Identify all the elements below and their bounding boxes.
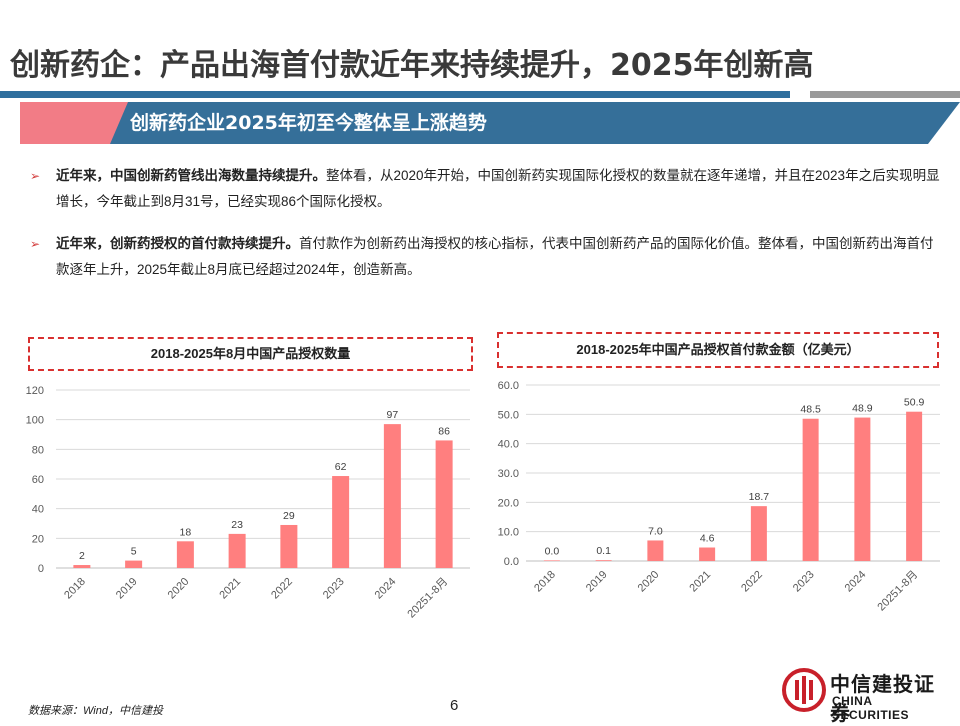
bullet-2-bold: 近年来，创新药授权的首付款持续提升。 bbox=[56, 236, 299, 251]
chart2-data-label: 18.7 bbox=[749, 491, 770, 503]
chart1-xtick-label: 20251-8月 bbox=[405, 576, 450, 621]
chart1-bar bbox=[73, 565, 91, 568]
chart2-bar bbox=[906, 411, 923, 561]
chart1-ytick-label: 0 bbox=[38, 563, 44, 575]
title-rule-gray bbox=[810, 91, 960, 98]
chart2-xtick-label: 2019 bbox=[584, 569, 610, 595]
banner-text: 创新药企业2025年初至今整体呈上涨趋势 bbox=[130, 112, 487, 134]
chart2-xtick-label: 2021 bbox=[687, 569, 713, 595]
chart2-data-label: 4.6 bbox=[700, 533, 715, 545]
logo-emblem-icon bbox=[782, 668, 826, 712]
chart1-data-label: 62 bbox=[335, 461, 347, 473]
chart2-ytick-label: 60.0 bbox=[498, 380, 519, 392]
chart2-data-label: 7.0 bbox=[648, 525, 663, 537]
bullet-1-bold: 近年来，中国创新药管线出海数量持续提升。 bbox=[56, 168, 326, 183]
chart1-bar bbox=[435, 440, 453, 568]
bullet-2-text: 首付款作为创新药出海授权的核心指标，代表中国创新药产品的国际化价值。整体看，中国… bbox=[56, 236, 934, 277]
chart2-data-label: 0.0 bbox=[545, 545, 560, 557]
chart1-xtick-label: 2021 bbox=[217, 576, 243, 602]
chart1-bar bbox=[383, 424, 401, 568]
chart1-data-label: 29 bbox=[283, 510, 295, 522]
chart1-xtick-label: 2024 bbox=[373, 576, 399, 602]
chart2-bar bbox=[543, 560, 560, 561]
chart1-title: 2018-2025年8月中国产品授权数量 bbox=[28, 337, 473, 371]
bullet-arrow-icon: ➢ bbox=[30, 237, 41, 251]
chart1-xtick-label: 2018 bbox=[62, 576, 88, 602]
logo-text-en: CHINA SECURITIES bbox=[832, 694, 910, 722]
chart1-xtick-label: 2022 bbox=[269, 576, 295, 602]
chart1-bar bbox=[228, 533, 246, 568]
chart1-data-label: 5 bbox=[131, 546, 137, 558]
chart2-ytick-label: 10.0 bbox=[498, 527, 519, 539]
section-banner: 创新药企业2025年初至今整体呈上涨趋势 bbox=[10, 102, 960, 144]
banner-bar bbox=[110, 102, 960, 144]
chart2-data-label: 48.5 bbox=[800, 404, 821, 416]
chart2-bar bbox=[595, 560, 612, 561]
chart2-ytick-label: 50.0 bbox=[498, 409, 519, 421]
chart1-data-label: 2 bbox=[79, 550, 85, 562]
chart1-data-label: 97 bbox=[387, 409, 399, 421]
chart1-data-label: 23 bbox=[231, 519, 243, 531]
chart2-xtick-label: 2022 bbox=[739, 569, 765, 595]
chart2-bar bbox=[647, 540, 664, 561]
chart2-title: 2018-2025年中国产品授权首付款金额（亿美元） bbox=[497, 332, 939, 368]
chart1-ytick-label: 40 bbox=[32, 504, 44, 516]
chart2-ytick-label: 0.0 bbox=[504, 556, 519, 568]
chart1-bar bbox=[176, 541, 194, 568]
chart1-bar bbox=[125, 560, 143, 568]
chart1-xtick-label: 2023 bbox=[321, 576, 347, 602]
footer-source: 数据来源：Wind，中信建投 bbox=[28, 705, 163, 717]
chart2-data-label: 50.9 bbox=[904, 397, 925, 409]
chart2-ytick-label: 40.0 bbox=[498, 439, 519, 451]
logo-text-cn: 中信建投证券 bbox=[830, 672, 935, 725]
chart2-ytick-label: 20.0 bbox=[498, 497, 519, 509]
bullet-arrow-icon: ➢ bbox=[30, 169, 41, 183]
chart2-bar bbox=[802, 418, 819, 561]
chart2-bar bbox=[699, 547, 716, 561]
bullet-1-text: 整体看，从2020年开始，中国创新药实现国际化授权的数量就在逐年递增，并且在20… bbox=[56, 168, 940, 209]
chart2-bar bbox=[854, 417, 871, 561]
chart1-bar bbox=[280, 524, 298, 568]
chart2-data-label: 48.9 bbox=[852, 403, 873, 415]
chart2-xtick-label: 2024 bbox=[843, 569, 869, 595]
chart2-bar bbox=[750, 506, 767, 561]
chart1-ytick-label: 20 bbox=[32, 533, 44, 545]
chart2-ytick-label: 30.0 bbox=[498, 468, 519, 480]
chart2-data-label: 0.1 bbox=[596, 545, 611, 557]
company-logo: 中信建投证券 CHINA SECURITIES bbox=[782, 666, 952, 725]
page-title: 创新药企：产品出海首付款近年来持续提升，2025年创新高 bbox=[10, 48, 814, 83]
chart2-xtick-label: 20251-8月 bbox=[875, 569, 920, 614]
chart2-xtick-label: 2018 bbox=[532, 569, 558, 595]
chart1-bar bbox=[332, 476, 350, 568]
chart1-xtick-label: 2020 bbox=[166, 576, 192, 602]
chart2-xtick-label: 2023 bbox=[791, 569, 817, 595]
chart1-ytick-label: 80 bbox=[32, 444, 44, 456]
chart2-xtick-label: 2020 bbox=[636, 569, 662, 595]
chart1-ytick-label: 60 bbox=[32, 474, 44, 486]
chart1-xtick-label: 2019 bbox=[114, 576, 140, 602]
chart1-ytick-label: 100 bbox=[26, 415, 44, 427]
page-number: 6 bbox=[450, 697, 459, 714]
chart1-data-label: 18 bbox=[180, 526, 192, 538]
chart1-ytick-label: 120 bbox=[26, 385, 44, 397]
chart1-data-label: 86 bbox=[438, 425, 450, 437]
title-rule-blue bbox=[0, 91, 790, 98]
bullet-1: ➢ 近年来，中国创新药管线出海数量持续提升。整体看，从2020年开始，中国创新药… bbox=[30, 163, 945, 215]
bullet-2: ➢ 近年来，创新药授权的首付款持续提升。首付款作为创新药出海授权的核心指标，代表… bbox=[30, 231, 945, 283]
